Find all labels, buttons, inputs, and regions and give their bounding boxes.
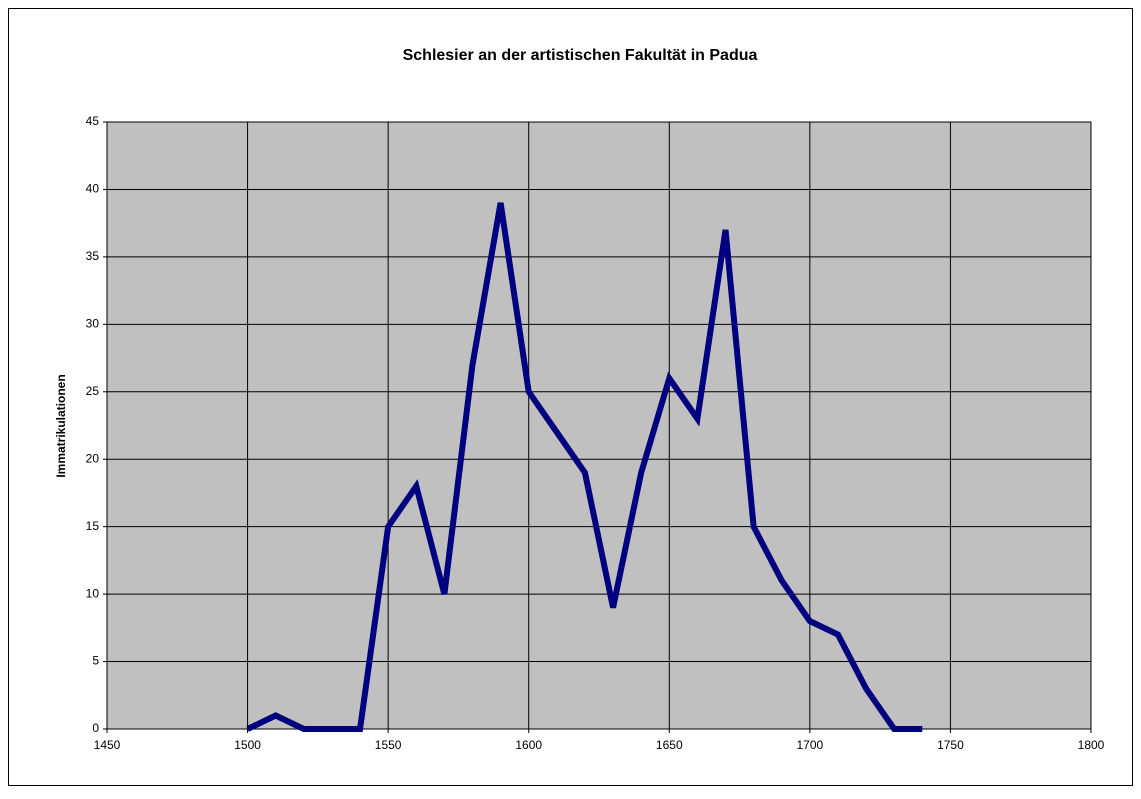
plot-area [106,121,1092,730]
x-tick-label: 1750 [937,738,964,752]
x-tick-label: 1550 [375,738,402,752]
y-tick-label: 35 [86,249,100,263]
x-tick-label: 1500 [234,738,261,752]
data-line [246,202,923,732]
y-tick-label: 0 [92,721,99,735]
x-tick-label: 1450 [94,738,121,752]
x-tick-label: 1700 [797,738,824,752]
chart-title: Schlesier an der artistischen Fakultät i… [403,47,758,64]
y-tick-label: 15 [86,519,100,533]
y-tick-label: 20 [86,451,100,465]
y-tick-label: 45 [86,114,100,128]
y-tick-label: 25 [86,384,100,398]
y-tick-label: 30 [86,317,100,331]
x-tick-label: 1800 [1078,738,1105,752]
y-tick-label: 10 [86,586,100,600]
y-tick-label: 5 [92,654,99,668]
x-tick-label: 1600 [515,738,542,752]
y-tick-label: 40 [86,182,100,196]
y-axis-label: Immatrikulationen [54,374,68,477]
x-tick-label: 1650 [656,738,683,752]
